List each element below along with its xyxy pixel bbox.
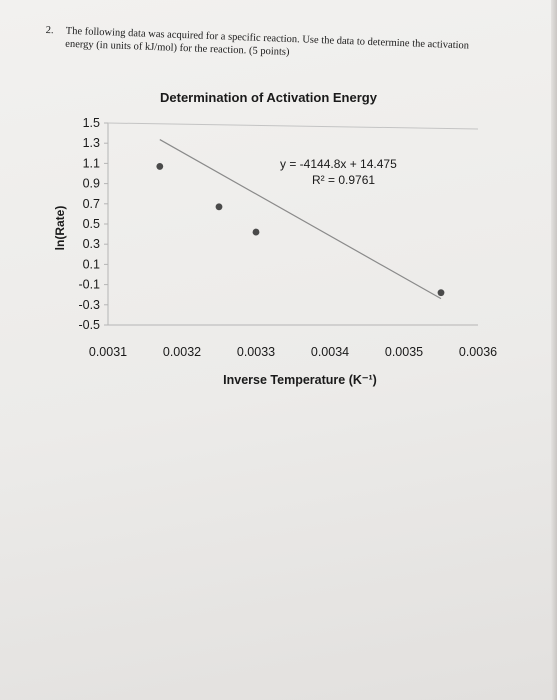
y-tick-label: 0.7 <box>83 197 100 211</box>
y-tick-label: -0.1 <box>78 278 100 292</box>
x-tick-label: 0.0035 <box>385 345 423 359</box>
data-point <box>252 228 260 236</box>
y-tick-label: -0.3 <box>78 298 100 312</box>
x-tick-label: 0.0034 <box>311 345 349 359</box>
y-tick-label: 1.1 <box>83 156 100 170</box>
trendline-group <box>159 139 442 300</box>
plot-top-border <box>107 122 479 130</box>
page-edge <box>551 0 557 700</box>
axes <box>107 122 479 326</box>
y-tick-label: 0.5 <box>83 217 100 231</box>
data-point <box>215 203 223 211</box>
data-points <box>156 163 445 297</box>
y-axis-label: ln(Rate) <box>53 206 67 251</box>
x-tick-label: 0.0033 <box>237 345 275 359</box>
chart-title: Determination of Activation Energy <box>160 90 377 105</box>
trendline-equation: y = -4144.8x + 14.475 <box>280 157 397 171</box>
y-tick-label: 1.5 <box>83 116 100 130</box>
y-tick-label: 0.9 <box>83 177 100 191</box>
y-tick-label: 0.1 <box>83 257 100 271</box>
x-tick-label: 0.0036 <box>459 345 497 359</box>
y-tick-label: 0.3 <box>83 237 100 251</box>
y-tick-label: -0.5 <box>78 318 100 332</box>
y-tick-labels: 1.5 1.3 1.1 0.9 0.7 0.5 0.3 0.1 -0.1 -0.3 -0.5 <box>78 116 108 332</box>
data-point <box>156 163 164 170</box>
x-tick-labels: 0.0031 0.0032 0.0033 0.0034 0.0035 0.0036 <box>89 345 497 359</box>
x-tick-label: 0.0031 <box>89 345 127 359</box>
r-squared-label: R² = 0.9761 <box>312 173 375 187</box>
y-tick-label: 1.3 <box>83 136 100 150</box>
x-axis-label: Inverse Temperature (K⁻¹) <box>223 373 377 387</box>
data-point <box>437 289 445 297</box>
x-tick-label: 0.0032 <box>163 345 201 359</box>
trendline <box>159 139 442 300</box>
